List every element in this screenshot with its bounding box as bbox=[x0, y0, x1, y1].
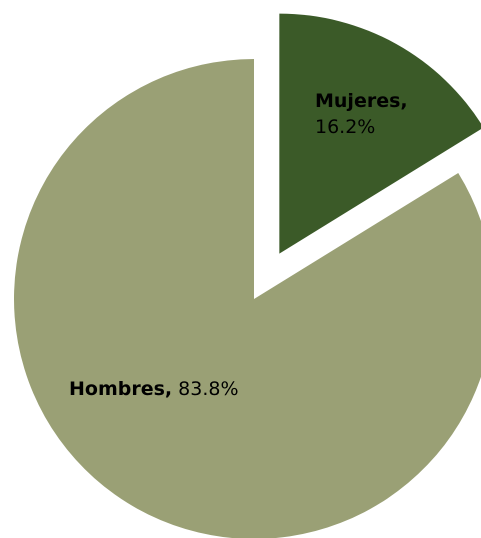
pie-slices bbox=[14, 13, 481, 538]
slice-label-hombres-value: 83.8% bbox=[178, 378, 238, 400]
slice-label-hombres: Hombres, 83.8% bbox=[69, 378, 239, 400]
slice-label-mujeres-separator: , bbox=[400, 90, 407, 112]
slice-label-mujeres: Mujeres, 16.2% bbox=[315, 90, 413, 138]
pie-slice-mujeres bbox=[279, 13, 481, 254]
pie-slice-hombres bbox=[14, 59, 481, 538]
slice-label-mujeres-value: 16.2% bbox=[315, 116, 375, 138]
slice-label-hombres-separator: , bbox=[165, 378, 172, 400]
slice-label-mujeres-name: Mujeres bbox=[315, 90, 400, 112]
slice-label-hombres-name: Hombres bbox=[69, 378, 165, 400]
pie-labels: Hombres, 83.8% Mujeres, 16.2% bbox=[69, 90, 413, 400]
